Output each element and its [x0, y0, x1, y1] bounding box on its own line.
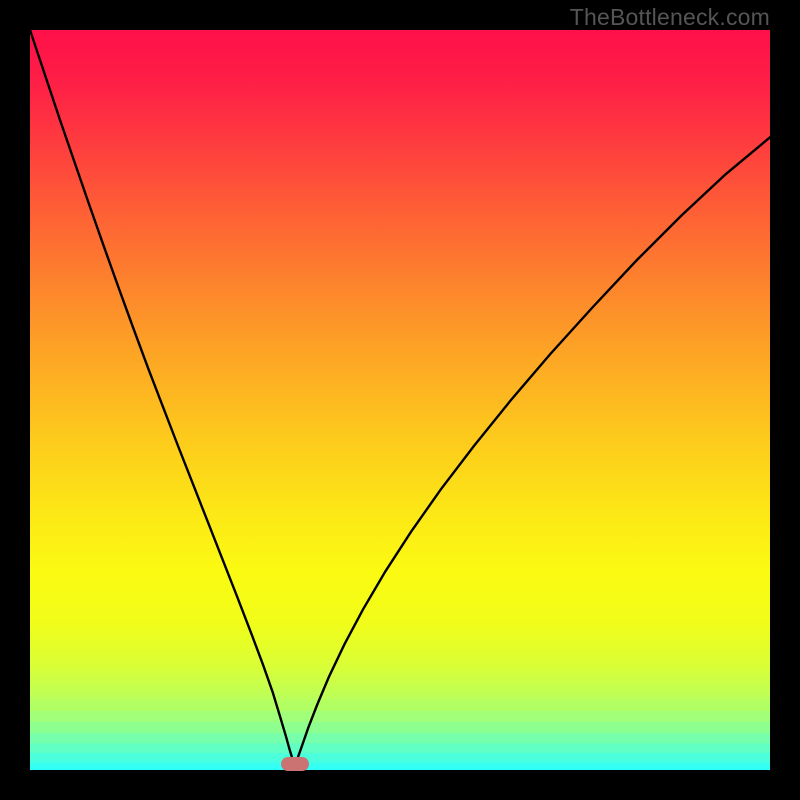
chart-frame: TheBottleneck.com — [0, 0, 800, 800]
plot-svg — [30, 30, 770, 770]
gradient-bands — [30, 700, 770, 762]
gradient-background — [30, 30, 770, 770]
watermark-text: TheBottleneck.com — [570, 4, 770, 31]
cusp-marker — [281, 757, 309, 771]
plot-area — [30, 30, 770, 770]
